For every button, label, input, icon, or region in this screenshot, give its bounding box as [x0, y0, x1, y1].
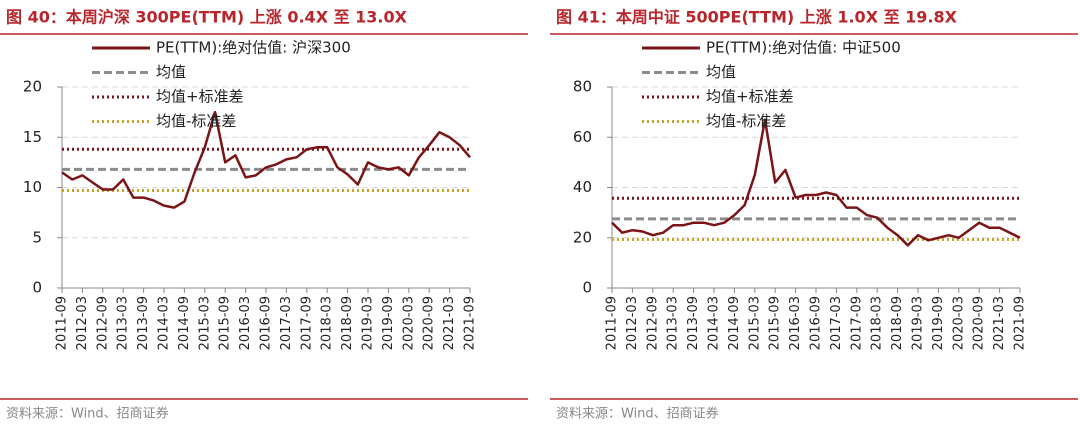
- x-tick-label: 2021-09: [1013, 296, 1028, 350]
- x-tick-label: 2011-09: [55, 296, 70, 350]
- x-tick-label: 2015-03: [197, 296, 212, 350]
- legend-label: 均值+标准差: [156, 88, 244, 106]
- y-tick-label: 20: [573, 228, 592, 246]
- x-tick-label: 2019-03: [361, 296, 376, 350]
- x-tick-label: 2016-09: [259, 296, 274, 350]
- y-tick-label: 80: [573, 78, 592, 96]
- legend-label: 均值: [706, 63, 736, 81]
- legend-label: 均值-标准差: [706, 112, 786, 130]
- x-tick-label: 2017-03: [279, 296, 294, 350]
- y-tick-label: 5: [32, 228, 42, 246]
- y-tick-label: 0: [32, 279, 42, 297]
- x-tick-label: 2012-09: [95, 296, 110, 350]
- x-tick-label: 2020-03: [951, 296, 966, 350]
- chart-title: 图 41：本周中证 500PE(TTM) 上涨 1.0X 至 19.8X: [556, 8, 958, 27]
- y-tick-label: 0: [582, 279, 592, 297]
- x-tick-label: 2019-03: [911, 296, 926, 350]
- source: 资料来源：Wind、招商证券: [6, 406, 169, 422]
- y-tick-label: 15: [23, 128, 42, 146]
- legend-label: PE(TTM):绝对估值: 沪深300: [156, 39, 351, 57]
- y-tick-label: 60: [573, 128, 592, 146]
- chart-title: 图 40：本周沪深 300PE(TTM) 上涨 0.4X 至 13.0X: [6, 8, 408, 27]
- x-tick-label: 2016-09: [809, 296, 824, 350]
- x-tick-label: 2019-09: [931, 296, 946, 350]
- x-tick-label: 2018-03: [320, 296, 335, 350]
- x-tick-label: 2017-09: [299, 296, 314, 350]
- x-tick-label: 2011-09: [605, 296, 620, 350]
- x-tick-label: 2021-09: [463, 296, 478, 350]
- source: 资料来源：Wind、招商证券: [556, 406, 719, 422]
- x-tick-label: 2019-09: [381, 296, 396, 350]
- x-tick-label: 2021-03: [442, 296, 457, 350]
- x-tick-label: 2015-03: [747, 296, 762, 350]
- pe-line: [61, 110, 471, 209]
- y-tick-label: 10: [23, 178, 42, 196]
- x-tick-label: 2017-03: [829, 296, 844, 350]
- x-tick-label: 2012-09: [645, 296, 660, 350]
- x-tick-label: 2012-03: [625, 296, 640, 350]
- x-tick-label: 2020-09: [972, 296, 987, 350]
- x-tick-label: 2015-09: [768, 296, 783, 350]
- x-tick-label: 2013-03: [116, 296, 131, 350]
- x-tick-label: 2014-03: [157, 296, 172, 350]
- y-tick-label: 20: [23, 78, 42, 96]
- x-tick-label: 2017-09: [849, 296, 864, 350]
- legend-label: 均值+标准差: [706, 88, 794, 106]
- x-tick-label: 2016-03: [238, 296, 253, 350]
- x-tick-label: 2013-09: [136, 296, 151, 350]
- legend-label: PE(TTM):绝对估值: 中证500: [706, 39, 901, 57]
- x-tick-label: 2020-03: [401, 296, 416, 350]
- x-tick-label: 2013-03: [666, 296, 681, 350]
- x-tick-label: 2020-09: [422, 296, 437, 350]
- pe-line: [611, 118, 1021, 247]
- x-tick-label: 2018-03: [870, 296, 885, 350]
- legend-label: 均值-标准差: [156, 112, 236, 130]
- x-tick-label: 2013-09: [686, 296, 701, 350]
- x-tick-label: 2018-09: [340, 296, 355, 350]
- x-tick-label: 2021-03: [992, 296, 1007, 350]
- x-tick-label: 2016-03: [788, 296, 803, 350]
- x-tick-label: 2012-03: [75, 296, 90, 350]
- x-tick-label: 2014-09: [727, 296, 742, 350]
- x-tick-label: 2018-09: [890, 296, 905, 350]
- legend-label: 均值: [156, 63, 186, 81]
- y-tick-label: 40: [573, 178, 592, 196]
- x-tick-label: 2014-09: [177, 296, 192, 350]
- x-tick-label: 2015-09: [218, 296, 233, 350]
- x-tick-label: 2014-03: [707, 296, 722, 350]
